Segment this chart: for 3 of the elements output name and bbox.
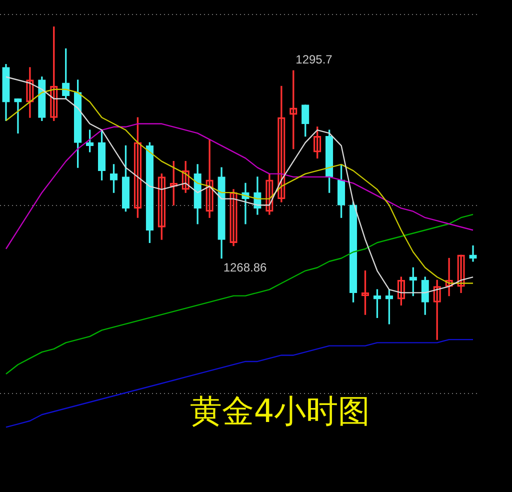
annotation: 1268.86 <box>223 260 268 274</box>
annotation: 1295.7 <box>296 52 333 66</box>
text: 黄金4小时图 <box>188 391 372 432</box>
